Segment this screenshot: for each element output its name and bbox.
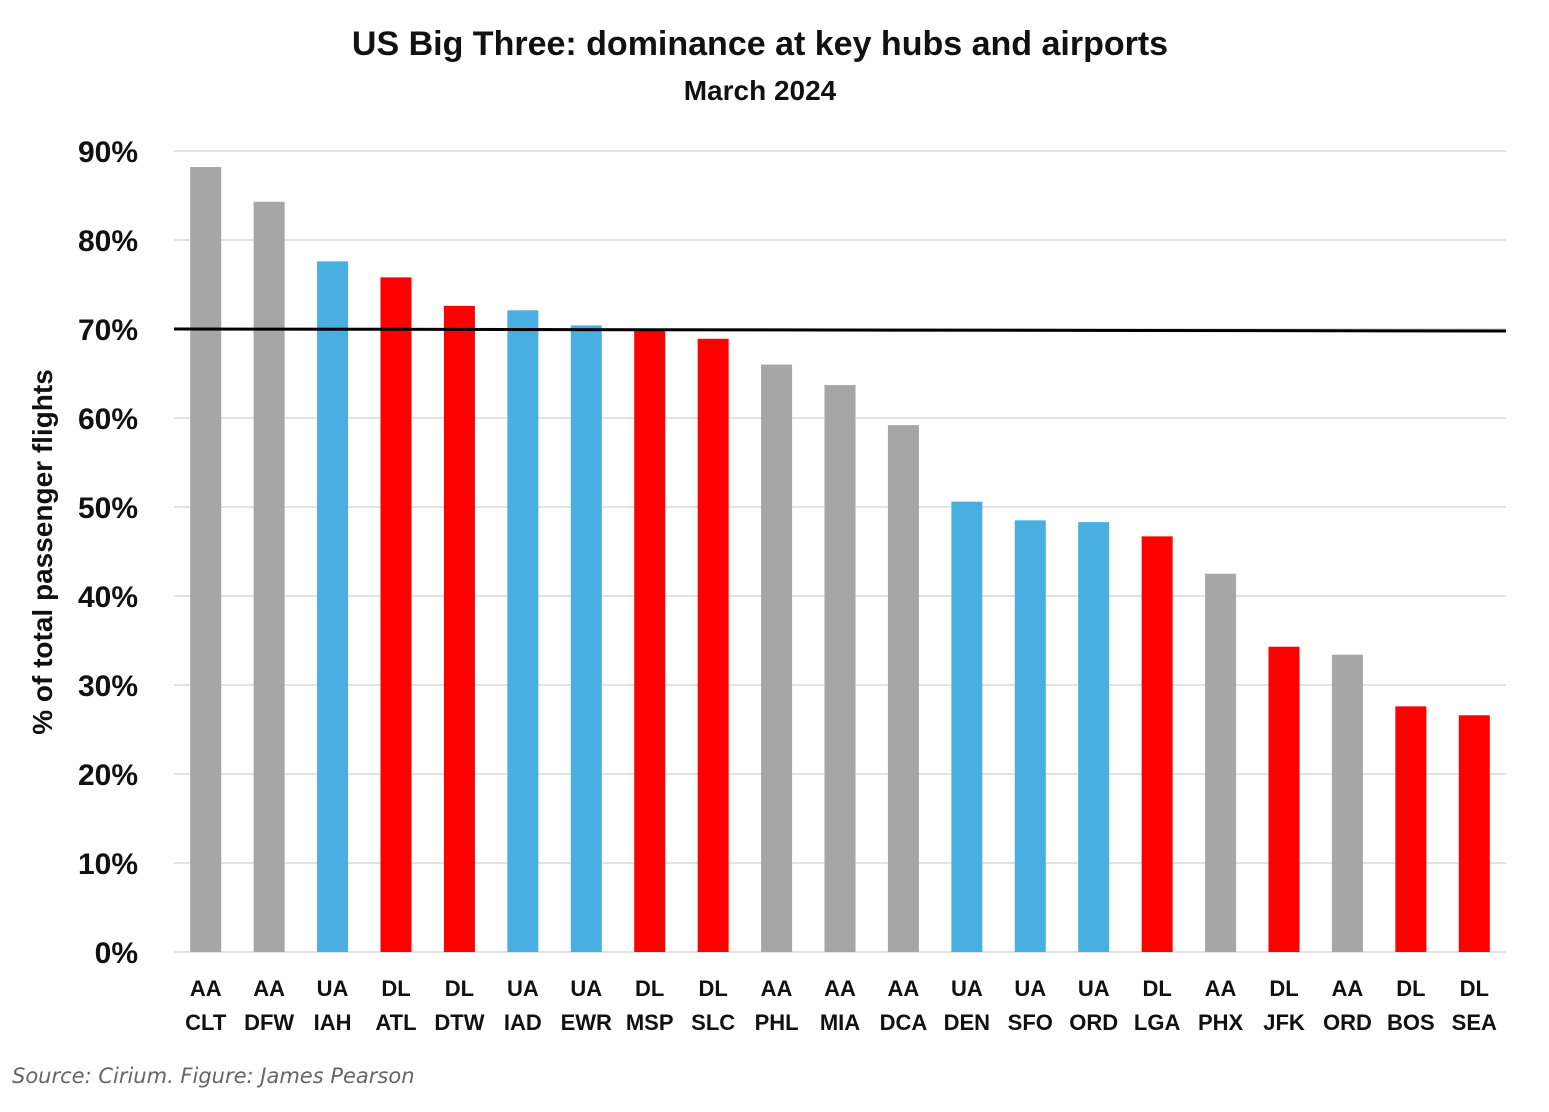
bar bbox=[1331, 654, 1363, 952]
y-axis-ticks: 0% 10% 20% 30% 40% 50% 60% 70% 80% 90% bbox=[78, 136, 138, 970]
x-label-airport: MIA bbox=[820, 1010, 860, 1035]
x-label-airline: DL bbox=[381, 976, 410, 1001]
x-label-airport: SEA bbox=[1452, 1010, 1497, 1035]
x-label-airline: DL bbox=[635, 976, 664, 1001]
bar bbox=[887, 425, 919, 952]
x-label-airport: BOS bbox=[1387, 1010, 1435, 1035]
x-label-airport: MSP bbox=[626, 1010, 674, 1035]
x-label-airline: AA bbox=[253, 976, 285, 1001]
x-label-airline: DL bbox=[445, 976, 474, 1001]
bar bbox=[951, 501, 983, 952]
bars bbox=[190, 167, 1490, 953]
x-label-airport: ORD bbox=[1323, 1010, 1372, 1035]
bar bbox=[190, 167, 222, 952]
bar bbox=[761, 364, 793, 953]
y-axis-label: % of total passenger flights bbox=[27, 369, 58, 735]
x-label-airline: AA bbox=[888, 976, 920, 1001]
bar bbox=[570, 325, 602, 952]
bar bbox=[697, 338, 729, 952]
x-label-airport: EWR bbox=[561, 1010, 612, 1035]
x-label-airport: LGA bbox=[1134, 1010, 1181, 1035]
bar bbox=[1205, 573, 1237, 952]
x-label-airline: DL bbox=[698, 976, 727, 1001]
y-tick-label: 90% bbox=[78, 136, 138, 169]
x-label-airport: SLC bbox=[691, 1010, 735, 1035]
bar bbox=[443, 305, 475, 952]
source-note: Source: Cirium. Figure: James Pearson bbox=[12, 1064, 415, 1088]
y-tick-label: 80% bbox=[78, 225, 138, 258]
y-tick-label: 50% bbox=[78, 492, 138, 525]
y-tick-label: 30% bbox=[78, 670, 138, 703]
chart-subtitle: March 2024 bbox=[684, 75, 837, 106]
x-label-airport: DFW bbox=[244, 1010, 294, 1035]
bar bbox=[253, 201, 285, 953]
x-label-airport: CLT bbox=[185, 1010, 227, 1035]
chart-title: US Big Three: dominance at key hubs and … bbox=[352, 25, 1168, 63]
x-label-airline: DL bbox=[1396, 976, 1425, 1001]
x-label-airport: PHL bbox=[755, 1010, 799, 1035]
bar bbox=[824, 385, 856, 952]
x-label-airline: UA bbox=[507, 976, 539, 1001]
bar bbox=[1458, 715, 1490, 952]
x-label-airline: AA bbox=[1332, 976, 1364, 1001]
bar bbox=[380, 277, 412, 952]
x-label-airport: ORD bbox=[1069, 1010, 1118, 1035]
y-tick-label: 70% bbox=[78, 314, 138, 347]
x-label-airport: SFO bbox=[1008, 1010, 1053, 1035]
x-label-airport: DEN bbox=[944, 1010, 990, 1035]
y-tick-label: 60% bbox=[78, 403, 138, 436]
bar bbox=[1268, 646, 1300, 952]
x-label-airport: JFK bbox=[1263, 1010, 1305, 1035]
x-label-airline: UA bbox=[317, 976, 349, 1001]
x-label-airport: IAH bbox=[314, 1010, 352, 1035]
bar bbox=[1014, 520, 1046, 952]
y-tick-label: 20% bbox=[78, 759, 138, 792]
y-tick-label: 40% bbox=[78, 581, 138, 614]
x-label-airport: ATL bbox=[375, 1010, 416, 1035]
x-label-airport: IAD bbox=[504, 1010, 542, 1035]
bar bbox=[1078, 522, 1110, 952]
x-label-airline: UA bbox=[1014, 976, 1046, 1001]
x-label-airport: PHX bbox=[1198, 1010, 1244, 1035]
x-label-airline: DL bbox=[1142, 976, 1171, 1001]
x-label-airline: UA bbox=[570, 976, 602, 1001]
x-label-airline: DL bbox=[1269, 976, 1298, 1001]
x-label-airline: UA bbox=[951, 976, 983, 1001]
x-label-airline: UA bbox=[1078, 976, 1110, 1001]
reference-line-70 bbox=[173, 327, 1507, 333]
x-label-airport: DCA bbox=[880, 1010, 928, 1035]
bar bbox=[1141, 536, 1173, 952]
y-tick-label: 0% bbox=[95, 937, 138, 970]
x-label-airline: AA bbox=[761, 976, 793, 1001]
bar bbox=[507, 310, 539, 952]
bar bbox=[1395, 706, 1427, 952]
x-axis-labels: AA CLT AA DFW UA IAH DL ATL DL DTW UA IAD UA EWR DL MSP… bbox=[185, 976, 1497, 1035]
x-label-airport: DTW bbox=[434, 1010, 484, 1035]
x-label-airline: AA bbox=[824, 976, 856, 1001]
x-label-airline: AA bbox=[1205, 976, 1237, 1001]
bar bbox=[317, 261, 349, 952]
x-label-airline: AA bbox=[190, 976, 222, 1001]
bar bbox=[634, 330, 666, 952]
x-label-airline: DL bbox=[1460, 976, 1489, 1001]
y-tick-label: 10% bbox=[78, 848, 138, 881]
